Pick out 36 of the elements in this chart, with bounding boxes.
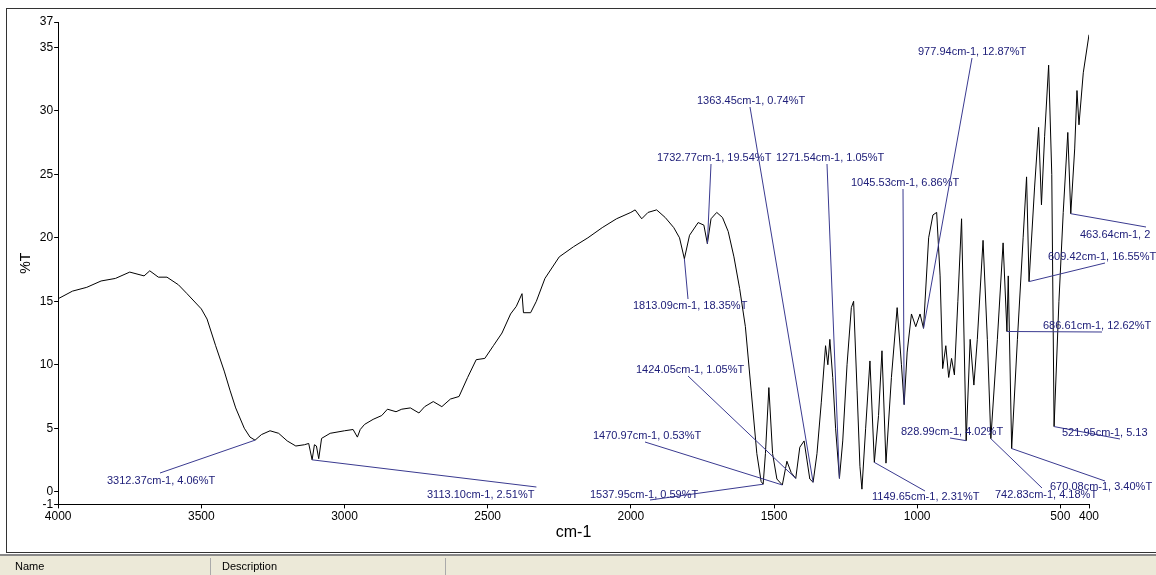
x-tick-label: 2000 (617, 508, 645, 523)
annotation: 3113.10cm-1, 2.51%T (427, 488, 535, 500)
x-tick-label: 1500 (760, 508, 788, 523)
y-tick-label: 5 (46, 420, 54, 435)
annotation: 463.64cm-1, 2 (1080, 228, 1151, 240)
y-tick-label: 0 (46, 484, 54, 499)
y-tick-label: 35 (39, 39, 54, 54)
y-tick-label: 30 (39, 103, 54, 118)
y-tick-label: 20 (39, 230, 54, 245)
x-tick-label: 3500 (187, 508, 215, 523)
x-tick-label: 400 (1078, 508, 1100, 523)
x-tick-label: 2500 (474, 508, 502, 523)
annotation: 1045.53cm-1, 6.86%T (851, 176, 960, 188)
text: Description (222, 560, 278, 572)
x-tick-label: 1000 (903, 508, 931, 523)
y-tick-label: 25 (39, 166, 54, 181)
annotation: 1363.45cm-1, 0.74%T (697, 94, 806, 106)
annotation: 1537.95cm-1, 0.59%T (590, 488, 699, 500)
x-axis-title: cm-1 (555, 522, 592, 540)
text: Name (15, 560, 45, 572)
annotation: 1149.65cm-1, 2.31%T (872, 490, 980, 502)
y-tick-label: -1 (42, 496, 54, 511)
annotation: 1470.97cm-1, 0.53%T (593, 429, 702, 441)
annotation: 670.08cm-1, 3.40%T (1050, 480, 1153, 492)
annotation: 1424.05cm-1, 1.05%T (636, 363, 745, 375)
x-tick-label: 3000 (331, 508, 359, 523)
y-tick-label: 15 (39, 293, 54, 308)
x-tick-label: 500 (1050, 508, 1071, 523)
x-tick-label: 4000 (44, 508, 72, 523)
y-tick-label: 10 (39, 357, 54, 372)
annotation: 977.94cm-1, 12.87%T (918, 45, 1027, 57)
y-axis-title: %T (17, 252, 34, 274)
annotation: 3312.37cm-1, 4.06%T (107, 474, 216, 486)
y-tick-label: 37 (39, 14, 54, 29)
annotation: 1732.77cm-1, 19.54%T (657, 151, 772, 163)
annotation: 1271.54cm-1, 1.05%T (776, 151, 885, 163)
